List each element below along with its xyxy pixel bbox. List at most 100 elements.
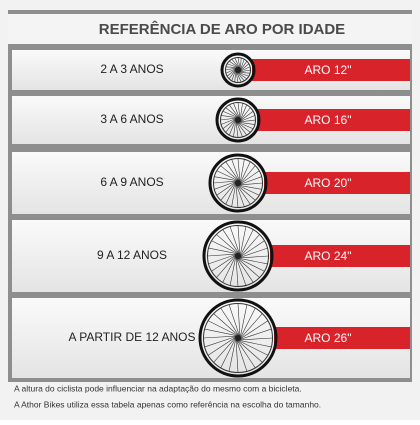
- wheel-spoke: [236, 340, 256, 369]
- wheel-spoke: [234, 57, 240, 69]
- wheel-spoke: [239, 226, 247, 256]
- wheel-spoke: [240, 170, 260, 185]
- wheel-hub: [235, 335, 241, 341]
- wheel-spoke: [239, 304, 248, 338]
- wheel-spoke: [236, 185, 251, 205]
- wheel-spoke: [225, 68, 237, 74]
- wheel-spoke: [221, 115, 238, 119]
- rim-label: ARO 20": [305, 176, 352, 190]
- wheel-spoke: [240, 59, 245, 70]
- wheel-spoke: [240, 107, 251, 121]
- wheel-tire: [215, 97, 261, 143]
- rim-bar: [274, 327, 410, 349]
- wheel-spoke: [240, 229, 254, 256]
- wheel-spoke: [228, 60, 239, 68]
- wheel-spoke: [235, 257, 239, 287]
- wheel-spoke: [240, 111, 254, 122]
- wheel-spoke: [228, 69, 236, 80]
- rim-label: ARO 16": [305, 113, 352, 127]
- wheel-spoke: [231, 159, 240, 182]
- wheel-spoke: [229, 226, 240, 255]
- age-label: 9 A 12 ANOS: [97, 248, 167, 262]
- wheel-spoke: [240, 313, 263, 339]
- wheel-spoke: [238, 122, 254, 130]
- wheel-spoke: [220, 165, 239, 181]
- wheel-spoke: [235, 71, 239, 83]
- wheel-spoke: [211, 254, 236, 272]
- wheel-spoke: [207, 253, 237, 257]
- wheel-hub: [235, 253, 241, 259]
- wheel-spoke: [239, 176, 262, 185]
- wheel-spoke: [225, 183, 236, 205]
- wheel-spoke: [240, 161, 251, 183]
- age-label: 3 A 6 ANOS: [100, 112, 163, 126]
- rim-label: ARO 12": [305, 63, 352, 77]
- wheel-spoke: [211, 240, 238, 254]
- wheel-spoke: [207, 320, 238, 336]
- wheel-spoke: [238, 72, 249, 77]
- wheel-spoke: [220, 118, 237, 125]
- wheel-spoke: [225, 67, 237, 71]
- wheel-spoke: [204, 336, 237, 348]
- wheel-spoke: [225, 161, 240, 181]
- wheel-spoke: [240, 104, 248, 120]
- wheel-spoke: [238, 339, 272, 348]
- wheel-spoke: [239, 69, 251, 73]
- wheel-spoke: [216, 170, 238, 181]
- age-label: 6 A 9 ANOS: [100, 175, 163, 189]
- wheel-spoke: [239, 247, 268, 258]
- wheel-tire: [208, 153, 268, 213]
- wheel-spoke: [227, 63, 238, 68]
- wheel-spoke: [235, 121, 239, 138]
- wheel-spoke: [237, 258, 260, 278]
- wheel-spoke: [233, 102, 240, 119]
- wheel-spoke: [240, 234, 260, 257]
- rim-bar: [252, 59, 410, 81]
- wheel-tire: [202, 220, 274, 292]
- wheel-spoke: [233, 120, 237, 137]
- wheel-spoke: [239, 66, 251, 72]
- wheel-spoke: [236, 184, 245, 207]
- wheel-hub: [235, 117, 241, 123]
- wheel-spoke: [220, 338, 236, 369]
- wheel-spoke: [240, 63, 250, 72]
- wheel-spoke: [208, 247, 238, 255]
- wheel-spoke: [228, 120, 236, 136]
- wheel-spoke: [236, 121, 243, 138]
- wheel-spoke: [237, 158, 241, 182]
- wheel-spoke: [214, 181, 237, 190]
- wheel-spoke: [235, 184, 239, 208]
- wheel-spoke: [238, 121, 255, 125]
- wheel-spoke: [239, 337, 273, 341]
- title: REFERÊNCIA DE ARO POR IDADE: [99, 20, 345, 38]
- wheel-spoke: [231, 58, 240, 68]
- wheel-spoke: [239, 255, 269, 259]
- wheel-spoke: [238, 257, 268, 265]
- wheel-spoke: [239, 103, 243, 120]
- wheel-spoke: [207, 336, 236, 356]
- wheel-spoke: [236, 71, 242, 83]
- wheel-spoke: [225, 119, 236, 133]
- rim-bar: [257, 109, 410, 131]
- rim-bar: [264, 172, 410, 194]
- wheel-spoke: [220, 307, 240, 336]
- wheel-spoke: [236, 122, 247, 136]
- wheel-spoke: [238, 340, 269, 356]
- wheel-spoke: [239, 57, 242, 70]
- wheel-spoke: [239, 159, 245, 183]
- wheel-spoke: [240, 165, 256, 184]
- wheel-spoke: [240, 60, 248, 71]
- rim-bar: [270, 245, 410, 267]
- wheel-spoke: [234, 70, 237, 83]
- wheel-spoke: [237, 340, 263, 363]
- wheel-hub: [235, 67, 241, 73]
- rim-label: ARO 24": [305, 249, 352, 263]
- wheel-spoke: [238, 71, 251, 74]
- wheel-spoke: [216, 234, 239, 254]
- wheel-spoke: [229, 104, 240, 118]
- footnote: A altura do ciclista pode influenciar na…: [14, 383, 302, 393]
- wheel-spoke: [238, 258, 265, 272]
- age-label: A PARTIR DE 12 ANOS: [69, 330, 196, 344]
- wheel-spoke: [222, 256, 236, 283]
